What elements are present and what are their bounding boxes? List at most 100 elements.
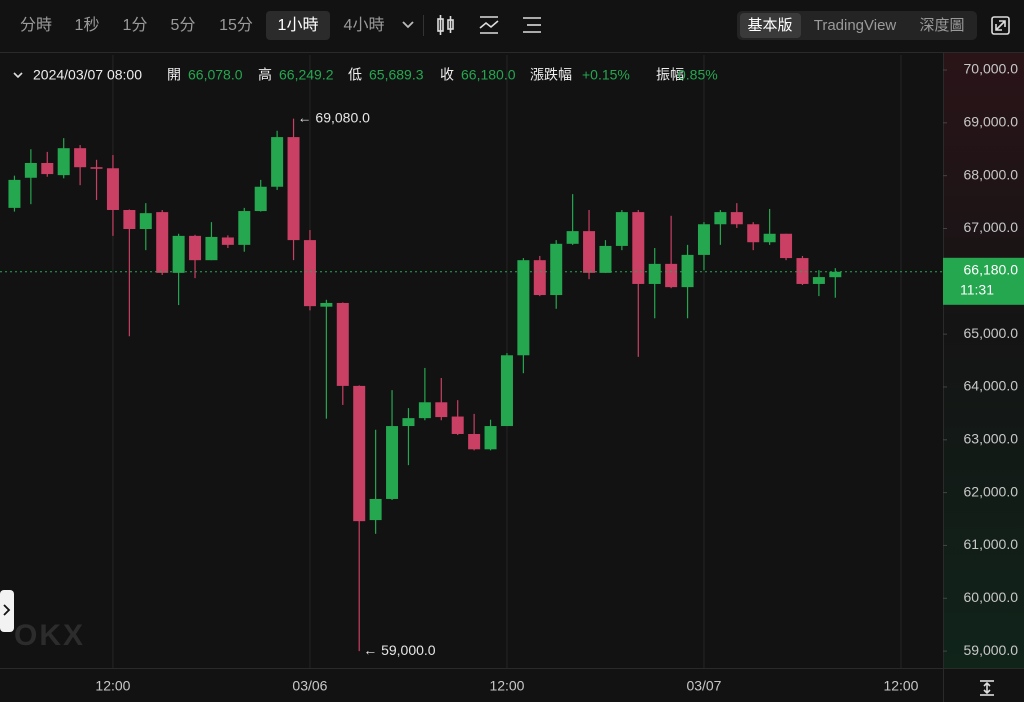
y-tick-label: 64,000.0 — [964, 378, 1019, 394]
candle-body — [303, 240, 316, 307]
info-value: 66,078.0 — [188, 67, 243, 83]
candle-body — [780, 233, 793, 259]
x-tick-label: 03/06 — [292, 678, 327, 694]
candle-body — [221, 237, 234, 245]
y-tick-label: 59,000.0 — [964, 642, 1019, 658]
candle-body — [24, 162, 37, 178]
interval-tab[interactable]: 1小時 — [278, 16, 319, 34]
interval-tab[interactable]: 1分 — [123, 16, 148, 34]
info-label: 收 — [440, 67, 454, 83]
candle-body — [189, 235, 202, 261]
y-tick-label: 65,000.0 — [964, 325, 1019, 341]
info-value: 0.85% — [678, 67, 718, 83]
interval-tab[interactable]: 分時 — [20, 16, 52, 34]
candle-body — [57, 148, 70, 176]
y-tick-label: 60,000.0 — [964, 589, 1019, 605]
last-price-box — [943, 257, 1024, 305]
selected-bg — [266, 11, 330, 40]
candle-body — [74, 148, 87, 168]
last-price-label: 66,180.0 — [964, 262, 1019, 278]
candle-body — [517, 260, 530, 356]
side-tab-icon — [3, 604, 11, 616]
info-label: 開 — [167, 67, 181, 83]
y-tick-label: 69,000.0 — [964, 114, 1019, 130]
candle-body — [648, 263, 661, 284]
candle-body — [550, 243, 563, 296]
interval-tab[interactable]: 1秒 — [75, 16, 100, 34]
reset-axis-icon[interactable] — [980, 680, 994, 696]
candle-body — [123, 209, 136, 230]
info-label: 低 — [348, 67, 362, 83]
view-tab[interactable]: 深度圖 — [919, 17, 964, 34]
candle-body — [615, 212, 628, 246]
candle-body — [533, 260, 546, 296]
watermark: OKX — [14, 619, 85, 652]
info-value: 66,180.0 — [461, 67, 516, 83]
candle-body — [812, 277, 825, 284]
collapse-icon[interactable] — [13, 72, 23, 79]
candle-body — [681, 254, 694, 288]
candle-body — [386, 426, 399, 499]
candle-body — [8, 179, 21, 208]
x-tick-label: 12:00 — [95, 678, 130, 694]
candle-body — [172, 235, 185, 273]
candle-body — [566, 231, 579, 244]
candle-body — [418, 402, 431, 419]
candle-body — [139, 213, 152, 230]
candle-body — [41, 162, 54, 175]
view-tab[interactable]: 基本版 — [747, 17, 792, 34]
candle-body — [632, 212, 645, 284]
annotation: ← 69,080.0 — [298, 109, 371, 125]
x-tick-label: 03/07 — [686, 678, 721, 694]
fullscreen-icon[interactable] — [991, 16, 1010, 35]
candle-body — [796, 258, 809, 284]
candle-body — [468, 433, 481, 450]
y-tick-label: 62,000.0 — [964, 483, 1019, 499]
info-label: 高 — [258, 67, 272, 83]
candle-body — [271, 137, 284, 187]
indicator-icon[interactable] — [479, 16, 499, 34]
candle-body — [156, 212, 169, 273]
candle-body — [714, 212, 727, 225]
countdown: 11:31 — [960, 282, 994, 298]
candle-body — [238, 211, 251, 245]
candle-body — [484, 426, 497, 450]
x-tick-label: 12:00 — [883, 678, 918, 694]
y-tick-label: 61,000.0 — [964, 536, 1019, 552]
interval-tab[interactable]: 15分 — [219, 16, 253, 34]
candle-body — [697, 224, 710, 255]
candle-body — [829, 271, 842, 278]
interval-tab[interactable]: 5分 — [171, 16, 196, 34]
y-tick-label: 70,000.0 — [964, 61, 1019, 77]
candle-body — [369, 498, 382, 521]
candle-body — [402, 418, 415, 427]
candle-body — [353, 385, 366, 522]
view-tab[interactable]: TradingView — [814, 17, 897, 34]
settings-icon[interactable] — [523, 17, 541, 33]
candle-body — [435, 402, 448, 418]
candle-body — [90, 167, 103, 169]
candle-body — [500, 355, 513, 427]
dropdown-icon[interactable] — [402, 21, 414, 29]
annotation: ← 59,000.0 — [363, 642, 436, 658]
candle-body — [287, 137, 300, 241]
candle-body — [254, 186, 267, 212]
candle-body — [205, 236, 218, 261]
interval-tab[interactable]: 4小時 — [344, 16, 385, 34]
y-tick-label: 63,000.0 — [964, 430, 1019, 446]
info-value: +0.15% — [582, 67, 630, 83]
candle-body — [451, 416, 464, 434]
candle-type-icon[interactable] — [437, 15, 454, 35]
info-time: 2024/03/07 08:00 — [33, 67, 142, 83]
candle-body — [747, 224, 760, 243]
plot: OKX 12:00 03/06 12:00 03/07 12:00 59,000.0 60,0… — [0, 55, 1024, 694]
candle-body — [665, 263, 678, 288]
y-tick-label: 67,000.0 — [964, 219, 1019, 235]
candle-body — [599, 245, 612, 273]
info-value: 65,689.3 — [369, 67, 424, 83]
candle-body — [320, 302, 333, 307]
info-value: 66,249.2 — [279, 67, 334, 83]
candle-body — [730, 212, 743, 225]
